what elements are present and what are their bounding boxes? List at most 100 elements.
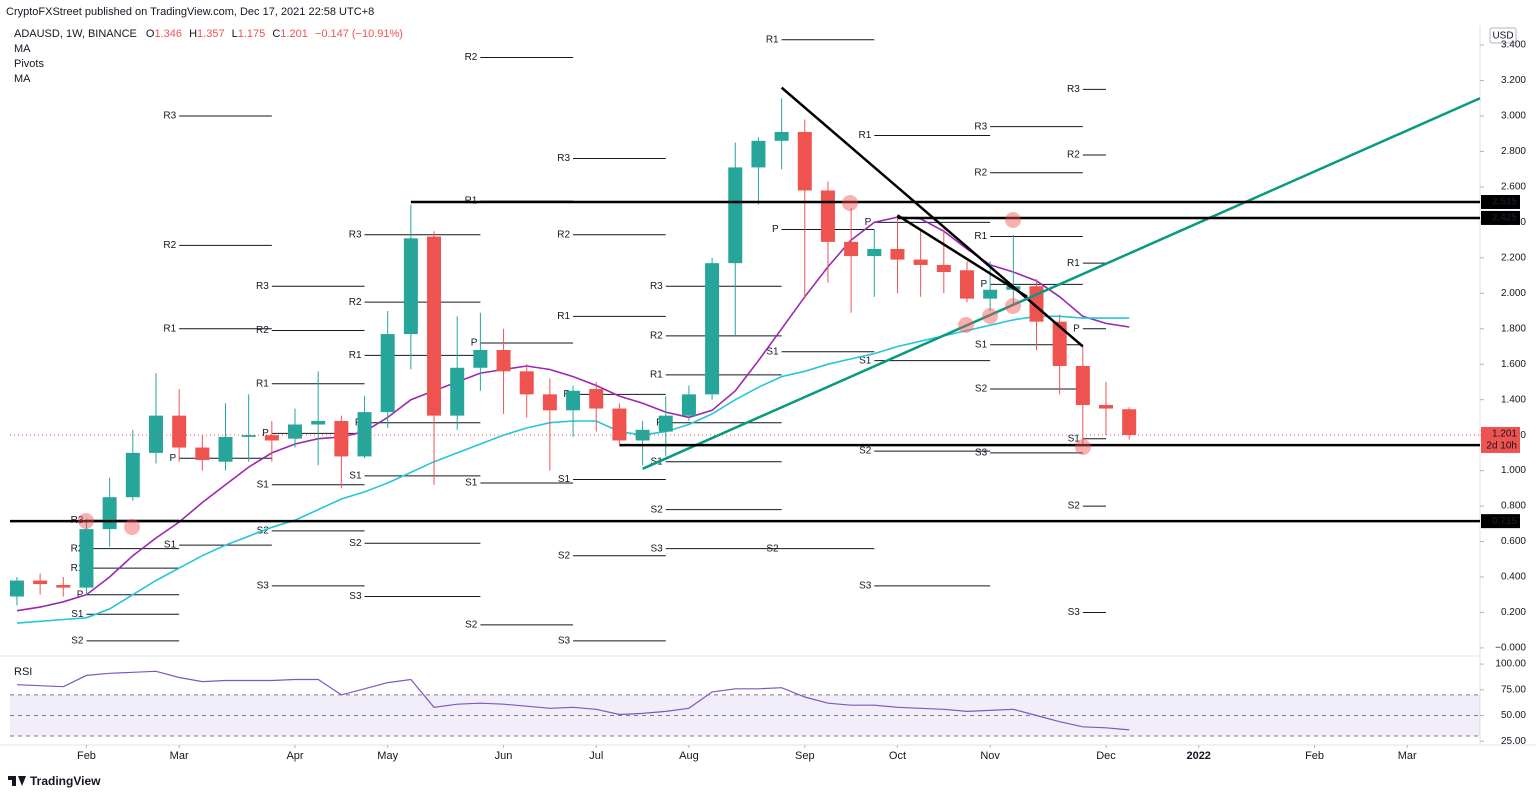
logo: TradingView	[8, 774, 101, 788]
pivot-label: S3	[349, 591, 362, 602]
candle-body	[959, 270, 974, 299]
ohlc-value: 1.357	[197, 28, 225, 40]
pivot-label: S1	[766, 346, 779, 357]
currency-box	[1489, 27, 1517, 44]
pivot-label: R3	[650, 281, 663, 292]
pivot-label: S2	[71, 635, 84, 646]
ohlc-key: C	[272, 28, 280, 40]
pivot-label: S1	[349, 471, 362, 482]
x-tick-label: Dec	[1096, 750, 1116, 762]
highlight	[124, 519, 140, 535]
y-tick-label: 0.600	[1501, 536, 1526, 547]
ohlc-value: 1.175	[238, 28, 266, 40]
pivot-label: S1	[975, 339, 988, 350]
highlight	[842, 195, 858, 211]
pivot-label: R1	[349, 350, 362, 361]
candle-body	[125, 452, 140, 498]
pivot-label: R2	[974, 167, 987, 178]
highlight	[982, 308, 998, 324]
candle-body	[311, 420, 326, 425]
pivot-label: S1	[164, 540, 177, 551]
candle-body	[33, 580, 48, 585]
candle-body	[566, 390, 581, 411]
candle-body	[1122, 409, 1137, 435]
pivot-label: S1	[257, 479, 270, 490]
candle-body	[867, 248, 882, 257]
y-tick-label: 2.000	[1501, 288, 1526, 299]
pivot-label: S2	[766, 543, 779, 554]
highlight	[1005, 298, 1021, 314]
candle-body	[913, 259, 928, 265]
pivot-label: R2	[1067, 150, 1080, 161]
candle-body	[705, 263, 720, 395]
pivot-label: R1	[859, 130, 872, 141]
candle-body	[1052, 321, 1067, 366]
candle-body	[218, 436, 233, 462]
y-tick-label: 0.400	[1501, 572, 1526, 583]
x-tick-label: Nov	[980, 750, 1000, 762]
rsi-tick-label: 25.00	[1501, 736, 1526, 747]
pivot-label: S2	[465, 619, 478, 630]
pivot-label: R1	[766, 34, 779, 45]
x-tick-label: Feb	[77, 750, 96, 762]
candle-body	[288, 424, 303, 439]
pivot-label: R1	[256, 378, 269, 389]
level-label-box	[1481, 514, 1520, 529]
pivot-label: S3	[651, 543, 664, 554]
pivot-label: R2	[557, 229, 570, 240]
legend-ma: MA	[14, 73, 31, 85]
y-tick-label: 0.800	[1501, 501, 1526, 512]
rsi-tick-label: 50.00	[1501, 710, 1526, 721]
candle-body	[542, 394, 557, 411]
candle-body	[172, 415, 187, 448]
pivot-label: R1	[557, 311, 570, 322]
candle-body	[496, 350, 511, 372]
x-tick-label: Jul	[589, 750, 603, 762]
highlight	[1005, 212, 1021, 228]
candle-body	[195, 447, 210, 460]
pivot-label: R2	[349, 297, 362, 308]
y-tick-label: 1.800	[1501, 323, 1526, 334]
y-tick-label: 1.400	[1501, 394, 1526, 405]
pivot-label: S2	[1068, 501, 1081, 512]
y-tick-label: 3.200	[1501, 75, 1526, 86]
pivot-label: R3	[256, 281, 269, 292]
candle-body	[148, 415, 163, 453]
trend-line	[896, 214, 1028, 298]
pivot-label: R1	[71, 563, 84, 574]
x-tick-label: Apr	[286, 750, 303, 762]
change: −0.147 (−10.91%)	[315, 28, 403, 40]
y-tick-label: 2.600	[1501, 182, 1526, 193]
pivot-label: R2	[650, 330, 663, 341]
pivot-label: S2	[859, 446, 872, 457]
rsi-title: RSI	[14, 666, 32, 678]
candle-body	[983, 289, 998, 299]
y-tick-label: 3.400	[1501, 40, 1526, 51]
trend-line	[642, 97, 1481, 470]
pivot-label: R3	[557, 153, 570, 164]
candle-body	[427, 236, 442, 416]
candle-body	[102, 497, 117, 530]
candle-body	[820, 190, 835, 242]
pivot-label: R3	[163, 111, 176, 122]
candle-body	[380, 334, 395, 413]
x-tick-label: Mar	[1398, 750, 1417, 762]
candle-body	[56, 584, 71, 588]
x-tick-label: Mar	[170, 750, 189, 762]
pivot-label: R1	[650, 369, 663, 380]
ohlc-value: 1.346	[154, 28, 182, 40]
y-tick-label: 2.800	[1501, 146, 1526, 157]
candle-body	[890, 248, 905, 260]
legend-main: ADAUSD, 1W, BINANCE O1.346 H1.357 L1.175…	[14, 28, 403, 40]
last-price-label: 1.201	[1492, 429, 1517, 440]
highlight	[958, 317, 974, 333]
pivot-label: P	[262, 428, 269, 439]
y-tick-label: 1.000	[1501, 465, 1526, 476]
candle-body	[241, 435, 256, 437]
candle-body	[473, 350, 488, 368]
x-tick-label: Sep	[795, 750, 815, 762]
pivot-label: S1	[859, 355, 872, 366]
pivot-label: S1	[465, 478, 478, 489]
pivot-label: S3	[1068, 607, 1081, 618]
